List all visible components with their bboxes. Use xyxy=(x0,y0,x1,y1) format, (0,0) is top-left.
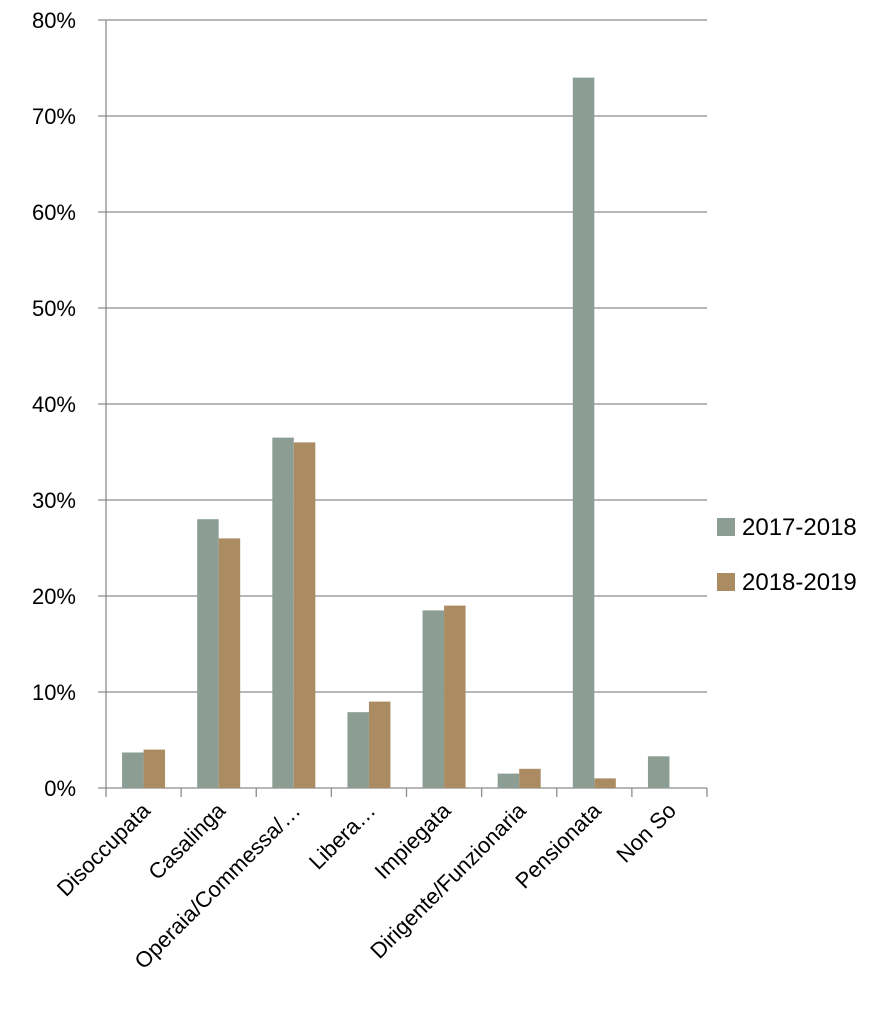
bar xyxy=(272,437,294,788)
y-tick-label: 80% xyxy=(32,8,76,33)
y-tick-label: 50% xyxy=(32,296,76,321)
y-tick-label: 40% xyxy=(32,392,76,417)
gridlines xyxy=(98,19,707,789)
bar xyxy=(143,749,166,788)
legend-label: 2017-2018 xyxy=(742,514,857,541)
x-category-label: Libera… xyxy=(304,798,380,874)
bar xyxy=(368,701,391,788)
y-tick-label: 60% xyxy=(32,200,76,225)
bar xyxy=(497,773,520,788)
x-category-label: Disoccupata xyxy=(52,797,156,901)
y-tick-label: 10% xyxy=(32,680,76,705)
y-tick-label: 0% xyxy=(44,776,76,801)
bar xyxy=(197,519,219,788)
bar xyxy=(594,778,616,788)
bar xyxy=(422,610,445,788)
legend-swatch xyxy=(717,573,735,591)
axes xyxy=(105,20,708,797)
bars xyxy=(122,77,670,789)
legend-label: 2018-2019 xyxy=(742,569,857,596)
bar xyxy=(122,752,144,788)
bar xyxy=(647,756,670,788)
bar xyxy=(519,768,541,788)
legend-swatch xyxy=(717,518,735,536)
x-axis-category-labels: DisoccupataCasalingaOperaia/Commessa/…Li… xyxy=(52,797,681,973)
bar xyxy=(444,605,466,788)
y-tick-label: 20% xyxy=(32,584,76,609)
y-tick-label: 70% xyxy=(32,104,76,129)
bar xyxy=(572,77,595,789)
bar xyxy=(218,538,241,788)
legend: 2017-2018 2018-2019 xyxy=(717,514,857,596)
bar xyxy=(293,442,316,788)
bar xyxy=(347,712,369,788)
y-axis-tick-labels: 0% 10% 20% 30% 40% 50% 60% 70% 80% xyxy=(32,8,76,801)
y-tick-label: 30% xyxy=(32,488,76,513)
x-category-label: Non So xyxy=(611,798,681,868)
